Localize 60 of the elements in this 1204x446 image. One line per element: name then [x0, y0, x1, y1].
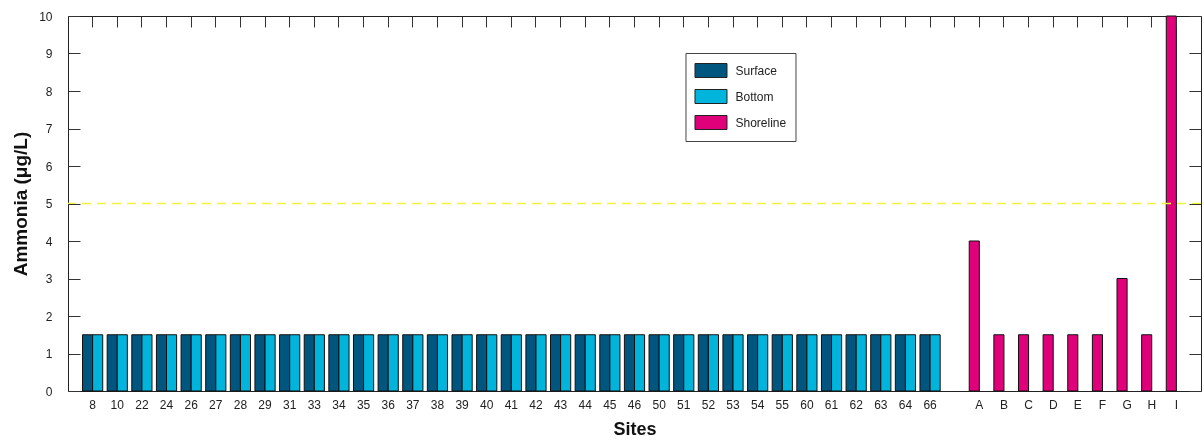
- x-tick-label: 34: [332, 397, 346, 412]
- y-tick-label: 3: [45, 272, 53, 286]
- y-tick-label: 6: [45, 159, 53, 174]
- x-axis-title: Sites: [613, 418, 657, 439]
- x-tick-label: A: [975, 397, 984, 412]
- x-tick-label: 45: [603, 397, 617, 412]
- y-tick-label: 1: [45, 347, 53, 361]
- x-tick-label: 55: [775, 397, 790, 412]
- y-tick-label: 9: [45, 47, 53, 61]
- y-tick-label: 0: [45, 384, 53, 399]
- x-tick-label: 54: [750, 397, 765, 412]
- x-tick-label: 36: [381, 397, 396, 412]
- x-tick-label: 31: [282, 397, 297, 412]
- x-tick-label: 22: [135, 397, 149, 412]
- x-tick-label: 41: [504, 397, 519, 412]
- x-tick-label: 29: [258, 397, 273, 412]
- x-tick-label: 53: [726, 397, 741, 412]
- x-tick-label: 35: [356, 397, 371, 412]
- legend-label: Surface: [735, 63, 778, 78]
- x-tick-label: 61: [824, 397, 839, 412]
- x-tick-label: E: [1073, 397, 1082, 412]
- x-tick-label: 8: [89, 397, 97, 412]
- x-tick-label: H: [1147, 397, 1157, 412]
- x-tick-label: 46: [627, 397, 642, 412]
- x-tick-label: 26: [184, 397, 199, 412]
- x-tick-label: 63: [874, 397, 888, 412]
- y-tick-label: 2: [45, 309, 53, 324]
- x-tick-label: 10: [110, 397, 125, 412]
- y-tick-label: 5: [45, 197, 53, 211]
- x-tick-label: 38: [430, 397, 445, 412]
- x-tick-label: 40: [480, 397, 494, 412]
- y-tick-label: 7: [45, 122, 53, 136]
- x-tick-label: 27: [209, 397, 223, 412]
- x-tick-label: 66: [923, 397, 938, 412]
- x-tick-label: 24: [159, 397, 174, 412]
- x-tick-label: 33: [307, 397, 322, 412]
- x-tick-label: 64: [898, 397, 913, 412]
- x-tick-label: D: [1048, 397, 1058, 412]
- x-tick-label: I: [1174, 397, 1179, 412]
- x-tick-label: 39: [455, 397, 470, 412]
- y-axis-title: Ammonia (μg/L): [10, 131, 32, 277]
- x-tick-label: G: [1122, 397, 1132, 412]
- y-tick-label: 4: [45, 234, 53, 249]
- x-tick-label: 42: [529, 397, 543, 412]
- x-tick-label: 37: [406, 397, 420, 412]
- x-tick-label: C: [1024, 397, 1034, 412]
- x-tick-label: 51: [677, 397, 691, 412]
- x-tick-label: 44: [578, 397, 593, 412]
- x-tick-label: 28: [233, 397, 248, 412]
- x-tick-label: 60: [800, 397, 814, 412]
- y-tick-label: 10: [39, 9, 53, 24]
- y-tick-label: 8: [45, 84, 53, 99]
- x-tick-label: B: [999, 397, 1008, 412]
- x-tick-label: 62: [849, 397, 864, 412]
- x-tick-label: 52: [701, 397, 716, 412]
- x-tick-label: 50: [652, 397, 667, 412]
- legend-label: Shoreline: [735, 115, 787, 130]
- legend-label: Bottom: [735, 89, 774, 104]
- x-tick-label: 43: [553, 397, 568, 412]
- x-tick-label: F: [1098, 397, 1107, 412]
